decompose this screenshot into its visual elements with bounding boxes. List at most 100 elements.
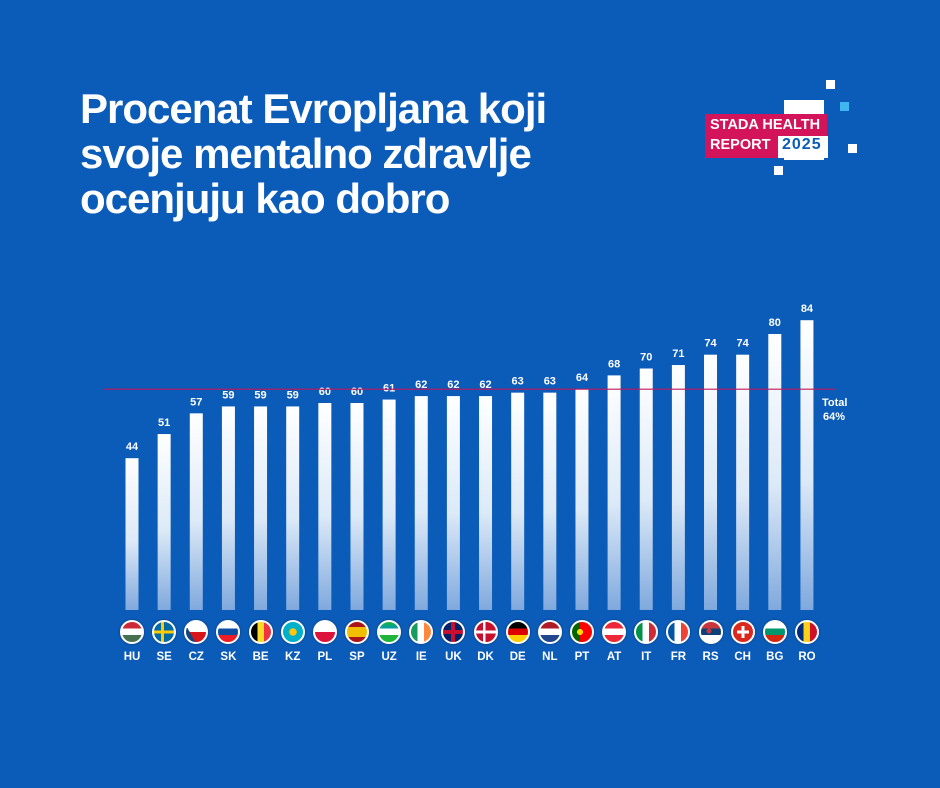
flag-kz-icon [280, 620, 305, 644]
title-line: ocenjuju kao dobro [80, 175, 450, 222]
data-label: 63 [512, 376, 524, 388]
data-label: 51 [158, 417, 170, 429]
bar-HU [125, 458, 139, 610]
tick-label: UZ [381, 651, 396, 663]
data-label: 74 [737, 338, 750, 350]
flag-de-icon [505, 620, 530, 644]
flag-uz-icon [377, 620, 402, 644]
bar-KZ [286, 406, 300, 610]
page-title: Procenat Evropljana koji svoje mentalno … [80, 85, 547, 222]
data-label: 74 [704, 338, 717, 350]
bar-RS [704, 354, 718, 610]
data-label: 80 [769, 317, 781, 329]
logo-text: STADA HEALTH [710, 117, 821, 133]
bar-IE [414, 396, 428, 610]
flag-nl-icon [537, 620, 562, 644]
flag-dk-icon [473, 620, 498, 644]
data-label: 60 [351, 386, 363, 398]
tick-label: DK [477, 651, 494, 663]
data-label: 61 [383, 383, 395, 395]
tick-label: RO [798, 651, 815, 663]
tick-label: PL [317, 651, 332, 663]
bar-FR [671, 365, 685, 610]
bar-DK [479, 396, 493, 610]
flag-at-icon [602, 620, 627, 644]
tick-label: DE [510, 651, 526, 663]
tick-label: RS [703, 651, 719, 663]
flag-sk-icon [216, 620, 241, 644]
data-label: 57 [190, 396, 202, 408]
data-label: 59 [254, 389, 266, 401]
data-label: 84 [801, 303, 814, 315]
flag-fr-icon [666, 620, 691, 644]
tick-label: BE [253, 651, 269, 663]
data-label: 68 [608, 358, 620, 370]
flag-sp-icon [344, 620, 369, 644]
bar-NL [543, 392, 557, 610]
title-line: svoje mentalno zdravlje [80, 130, 532, 177]
bar-AT [607, 375, 621, 610]
flag-hu-icon [120, 620, 144, 644]
tick-label: CZ [189, 651, 204, 663]
bar-IT [639, 368, 653, 610]
bar-PT [575, 389, 589, 610]
bar-SP [350, 403, 364, 610]
bar-PL [318, 403, 332, 610]
flag-pl-icon [312, 620, 337, 644]
tick-label: AT [607, 651, 621, 663]
tick-label: PT [575, 651, 590, 663]
data-label: 70 [640, 352, 652, 364]
logo-text: REPORT [710, 137, 771, 153]
total-value: 64% [823, 411, 845, 423]
title-line: Procenat Evropljana koji [80, 85, 547, 132]
flag-ie-icon [409, 620, 434, 644]
logo-year: 2025 [782, 136, 822, 153]
flag-ro-icon [794, 620, 819, 644]
data-label: 62 [479, 379, 491, 391]
flag-uk-icon [441, 620, 466, 644]
data-label: 62 [415, 379, 427, 391]
tick-label: NL [542, 651, 557, 663]
bar-BG [768, 334, 782, 610]
data-label: 59 [287, 389, 299, 401]
bar-CZ [189, 413, 203, 610]
data-label: 60 [319, 386, 331, 398]
tick-label: UK [445, 651, 462, 663]
bar-UK [446, 396, 460, 610]
data-label: 62 [447, 379, 459, 391]
tick-label: IT [641, 651, 651, 663]
data-label: 64 [576, 372, 589, 384]
stada-health-report-logo: STADA HEALTH REPORT 2025 [700, 70, 870, 180]
data-label: 63 [544, 376, 556, 388]
bar-BE [254, 406, 268, 610]
bar-RO [800, 320, 814, 610]
tick-label: KZ [285, 651, 300, 663]
flag-pt-icon [569, 620, 594, 644]
tick-label: CH [734, 651, 751, 663]
bar-UZ [382, 399, 396, 610]
tick-label: SE [156, 651, 172, 663]
flag-it-icon [634, 620, 659, 644]
bar-DE [511, 392, 525, 610]
bar-CH [736, 354, 750, 610]
tick-label: IE [416, 651, 427, 663]
data-label: 44 [126, 441, 139, 453]
tick-label: FR [671, 651, 687, 663]
tick-label: SK [220, 651, 237, 663]
bar-SE [157, 434, 171, 610]
tick-label: BG [766, 651, 783, 663]
tick-label: SP [349, 651, 365, 663]
flag-cz-icon [184, 620, 209, 644]
flag-bg-icon [762, 620, 787, 644]
flag-ch-icon [730, 620, 755, 644]
flag-se-icon [152, 620, 177, 644]
flag-rs-icon [698, 620, 723, 644]
data-label: 71 [672, 348, 684, 360]
total-label: Total [822, 397, 847, 409]
bar-SK [221, 406, 235, 610]
tick-label: HU [124, 651, 141, 663]
data-label: 59 [222, 389, 234, 401]
flag-be-icon [248, 620, 273, 644]
